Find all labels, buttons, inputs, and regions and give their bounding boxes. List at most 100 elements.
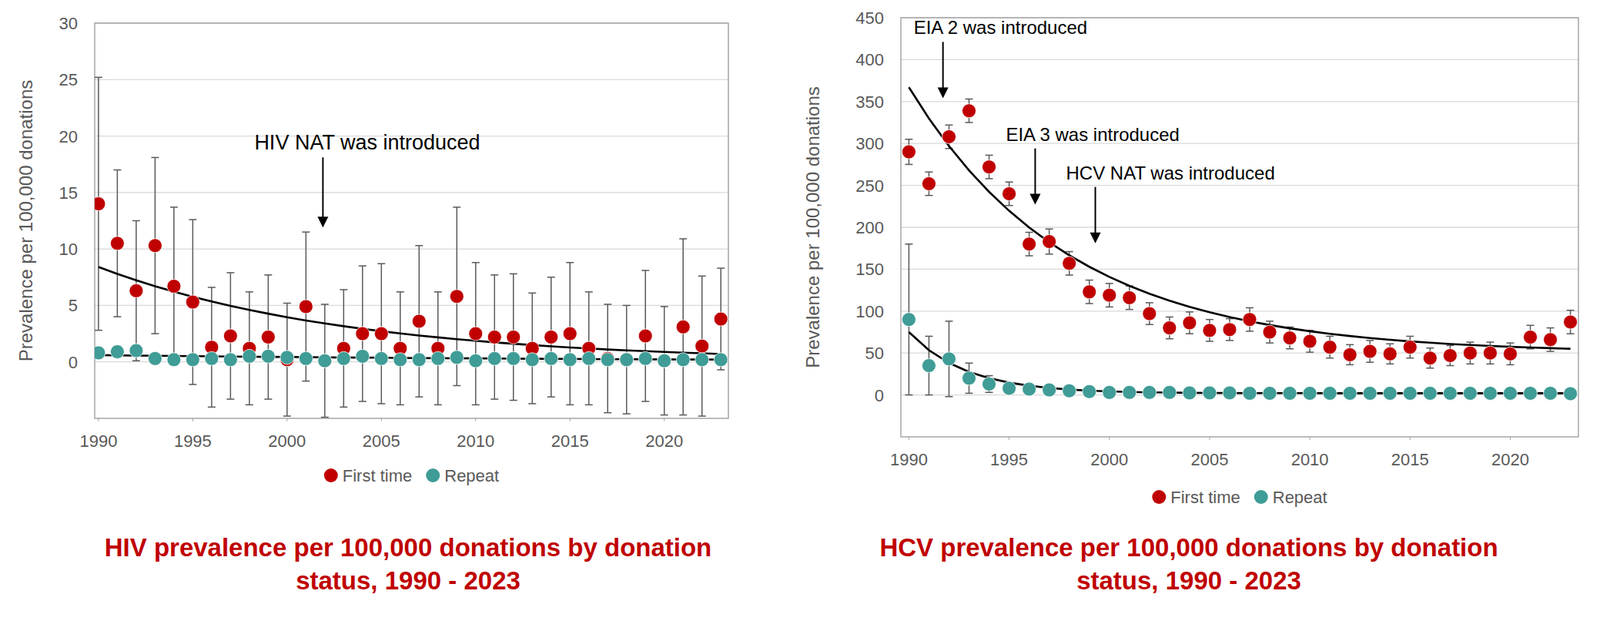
data-point <box>676 319 690 334</box>
data-point <box>298 351 313 365</box>
data-point <box>1202 323 1217 338</box>
data-point <box>713 311 728 326</box>
data-point <box>1502 346 1517 361</box>
data-point <box>1563 314 1578 329</box>
data-point <box>185 294 200 309</box>
data-point <box>317 353 332 368</box>
y-tick-label: 5 <box>68 295 78 315</box>
data-point <box>901 144 916 159</box>
data-point <box>1062 256 1077 271</box>
y-tick-label: 250 <box>855 176 884 196</box>
data-point <box>1322 340 1337 355</box>
annotation-arrow <box>1029 148 1041 205</box>
x-tick-label: 2005 <box>362 431 401 451</box>
grid-line <box>900 268 1579 270</box>
data-point <box>298 299 313 314</box>
y-tick-label: 150 <box>855 259 884 279</box>
annotation-arrow <box>937 41 949 98</box>
data-point <box>506 329 521 344</box>
data-point <box>1302 334 1317 349</box>
x-tick-label: 1995 <box>174 431 212 451</box>
legend: First timeRepeat <box>1151 487 1327 507</box>
data-point <box>1402 340 1417 355</box>
data-point <box>1242 385 1257 400</box>
y-tick-label: 100 <box>855 301 884 322</box>
data-point <box>1302 385 1317 400</box>
annotation-arrow <box>1090 187 1102 244</box>
data-point <box>261 348 275 363</box>
data-point <box>1002 186 1017 201</box>
chart-title: HIV prevalence per 100,000 donations by … <box>104 532 713 595</box>
x-tick-label: 1990 <box>79 431 118 451</box>
data-point <box>94 197 106 211</box>
data-point <box>695 352 710 367</box>
annotation-text: HIV NAT was introduced <box>254 130 480 154</box>
y-tick-label: 450 <box>855 8 884 28</box>
data-point <box>374 326 389 341</box>
data-point <box>619 352 634 367</box>
legend-label: First time <box>342 465 412 486</box>
data-point <box>1422 351 1437 365</box>
data-point <box>411 352 426 367</box>
annotation-text: EIA 3 was introduced <box>1005 123 1179 145</box>
data-point <box>941 351 956 366</box>
legend-label: Repeat <box>444 465 499 486</box>
data-point <box>1362 385 1377 400</box>
x-tick-label: 1990 <box>890 449 928 469</box>
x-tick-label: 2010 <box>456 431 495 451</box>
data-point <box>185 352 200 367</box>
y-tick-label: 15 <box>59 183 78 203</box>
data-point <box>1022 237 1037 252</box>
data-point <box>167 279 181 294</box>
data-point <box>921 176 936 191</box>
data-point <box>1162 321 1177 335</box>
data-point <box>1422 385 1437 400</box>
data-point <box>1262 324 1277 339</box>
y-tick-label: 0 <box>874 385 884 406</box>
grid-line <box>900 184 1579 186</box>
data-point <box>1342 385 1357 400</box>
data-point <box>317 353 332 368</box>
data-point <box>449 350 464 365</box>
legend-marker <box>425 468 440 483</box>
data-point <box>393 352 408 367</box>
data-point <box>562 326 577 341</box>
data-point <box>1543 385 1558 400</box>
x-tick-label: 1995 <box>990 449 1028 469</box>
legend: First time Repeat <box>324 465 499 486</box>
data-point <box>657 353 672 368</box>
data-point <box>374 351 389 365</box>
data-point <box>1563 386 1578 401</box>
data-point <box>1442 348 1457 362</box>
data-point <box>1442 385 1457 400</box>
y-tick-label: 0 <box>68 352 78 372</box>
data-point <box>962 371 977 385</box>
grid-line <box>900 226 1579 228</box>
grid-line <box>900 143 1579 144</box>
data-point <box>147 238 162 253</box>
data-point <box>1482 385 1497 400</box>
data-point <box>242 348 257 363</box>
data-point <box>525 352 539 367</box>
chart-canvas: 0510152025301990199520002005201020152020… <box>0 0 1600 621</box>
data-point <box>487 351 502 365</box>
data-point <box>1142 384 1157 399</box>
data-point <box>1042 234 1057 248</box>
data-point <box>1362 344 1377 359</box>
data-point <box>487 329 502 344</box>
data-point <box>1122 384 1137 399</box>
data-point <box>1102 287 1117 302</box>
grid-line <box>94 79 729 81</box>
data-point <box>921 358 936 373</box>
legend-item: First time <box>1151 487 1240 507</box>
data-point <box>1382 346 1397 361</box>
data-point <box>223 328 238 343</box>
x-tick-label: 2000 <box>1090 449 1129 469</box>
data-point <box>1462 385 1477 400</box>
y-axis-label: Prevalence per 100,000 donations <box>15 80 37 362</box>
data-point <box>1282 385 1297 400</box>
y-tick-label: 30 <box>59 13 78 34</box>
plot-frame <box>94 23 729 419</box>
data-point <box>657 353 672 368</box>
data-point <box>901 312 916 327</box>
